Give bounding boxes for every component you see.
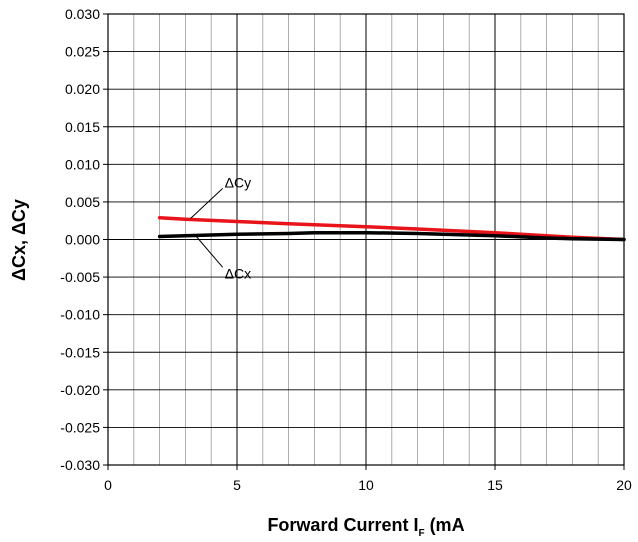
y-tick-label: -0.030 (60, 457, 100, 473)
x-axis-title-tail: (mA (425, 515, 465, 535)
y-tick-label: 0.020 (65, 81, 100, 97)
y-tick-label: -0.020 (60, 382, 100, 398)
y-tick-label: 0.025 (65, 44, 100, 60)
x-axis-title: Forward Current IF (mA (267, 515, 464, 539)
y-tick-label: -0.015 (60, 344, 100, 360)
x-tick-label: 5 (233, 477, 241, 493)
x-tick-label: 10 (358, 477, 374, 493)
y-tick-label: 0.005 (65, 194, 100, 210)
x-axis-title-main: Forward Current I (267, 515, 418, 535)
y-tick-label: 0.010 (65, 156, 100, 172)
y-axis-title: ΔCx, ΔCy (9, 199, 29, 281)
y-tick-label: 0.000 (65, 232, 100, 248)
y-tick-label: -0.025 (60, 419, 100, 435)
x-tick-label: 0 (104, 477, 112, 493)
annotation-label-delta-cx: ΔCx (225, 265, 251, 281)
x-tick-label: 20 (616, 477, 632, 493)
x-tick-label: 15 (487, 477, 503, 493)
y-tick-label: -0.005 (60, 269, 100, 285)
annotation-label-delta-cy: ΔCy (225, 174, 251, 190)
y-tick-label: 0.015 (65, 119, 100, 135)
y-tick-label: 0.030 (65, 6, 100, 22)
y-tick-label: -0.010 (60, 307, 100, 323)
